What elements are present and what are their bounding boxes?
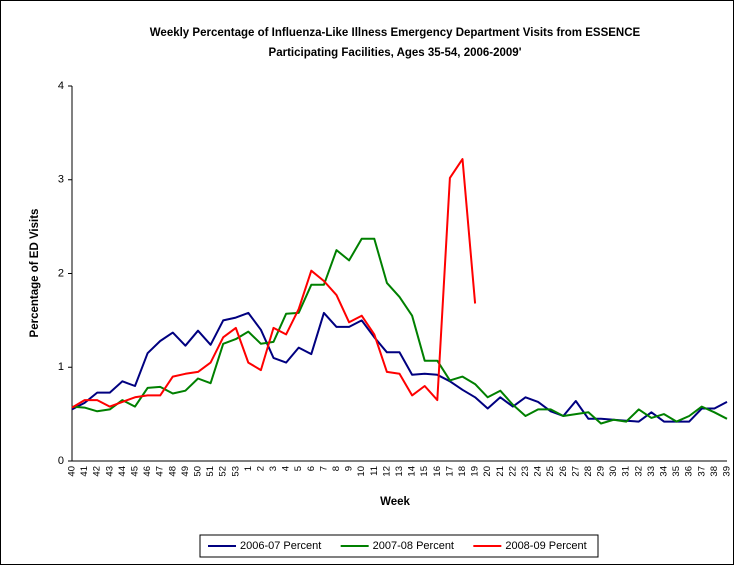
x-tick-label: 1 [243,466,254,471]
y-tick-label: 1 [58,361,64,373]
x-tick-label: 49 [180,466,191,477]
x-tick-label: 53 [230,466,241,477]
y-axis-title: Percentage of ED Visits [29,209,41,338]
x-tick-label: 5 [293,466,304,471]
x-tick-label: 36 [684,466,695,477]
x-tick-label: 13 [394,466,405,477]
x-tick-label: 2 [255,466,266,471]
x-tick-label: 20 [482,466,493,477]
x-tick-label: 41 [79,466,90,477]
x-tick-label: 10 [356,466,367,477]
x-tick-label: 11 [369,466,380,476]
x-tick-label: 27 [570,466,581,477]
x-tick-label: 48 [167,466,178,477]
x-tick-label: 30 [608,466,619,477]
legend-label: 2007-08 Percent [373,540,454,552]
x-tick-label: 45 [129,466,140,477]
y-tick-label: 0 [58,455,64,467]
x-tick-label: 16 [432,466,443,477]
x-tick-label: 37 [696,466,707,477]
series-line [71,237,728,425]
x-tick-label: 52 [218,466,229,477]
x-tick-label: 42 [92,466,103,477]
x-tick-label: 39 [722,466,733,477]
x-tick-label: 12 [381,466,392,477]
x-tick-label: 15 [419,466,430,477]
y-tick-label: 3 [58,174,64,186]
x-tick-label: 29 [596,466,607,477]
x-tick-label: 26 [558,466,569,477]
x-tick-label: 14 [407,466,418,477]
x-tick-label: 25 [545,466,556,477]
x-tick-label: 40 [67,466,78,477]
x-tick-label: 7 [318,466,329,471]
x-tick-label: 35 [671,466,682,477]
x-tick-label: 18 [457,466,468,477]
x-tick-label: 6 [306,466,317,471]
y-tick-label: 4 [58,80,64,92]
x-tick-label: 19 [470,466,481,477]
x-tick-label: 28 [583,466,594,477]
x-tick-label: 43 [104,466,115,477]
legend-label: 2006-07 Percent [240,540,321,552]
x-tick-label: 17 [444,466,455,477]
x-tick-label: 9 [344,466,355,471]
x-tick-label: 50 [192,466,203,477]
x-tick-label: 22 [507,466,518,477]
series-line [71,158,477,409]
x-tick-label: 31 [621,466,632,477]
x-tick-label: 47 [155,466,166,477]
chart-title: Participating Facilities, Ages 35-54, 20… [269,47,522,59]
legend-label: 2008-09 Percent [505,540,586,552]
x-tick-label: 24 [533,466,544,477]
x-tick-label: 34 [659,466,670,477]
x-tick-label: 8 [331,466,342,471]
y-tick-label: 2 [58,267,64,279]
x-tick-label: 51 [205,466,216,477]
x-tick-label: 32 [633,466,644,477]
x-tick-label: 44 [117,466,128,477]
chart-title: Weekly Percentage of Influenza-Like Illn… [150,27,641,39]
x-tick-label: 46 [142,466,153,477]
x-tick-label: 3 [268,466,279,471]
x-tick-label: 23 [520,466,531,477]
x-tick-label: 21 [495,466,506,477]
x-tick-label: 4 [281,466,292,471]
x-axis-title: Week [380,496,410,508]
legend-box [199,534,599,558]
x-tick-label: 38 [709,466,720,477]
x-tick-label: 33 [646,466,657,477]
